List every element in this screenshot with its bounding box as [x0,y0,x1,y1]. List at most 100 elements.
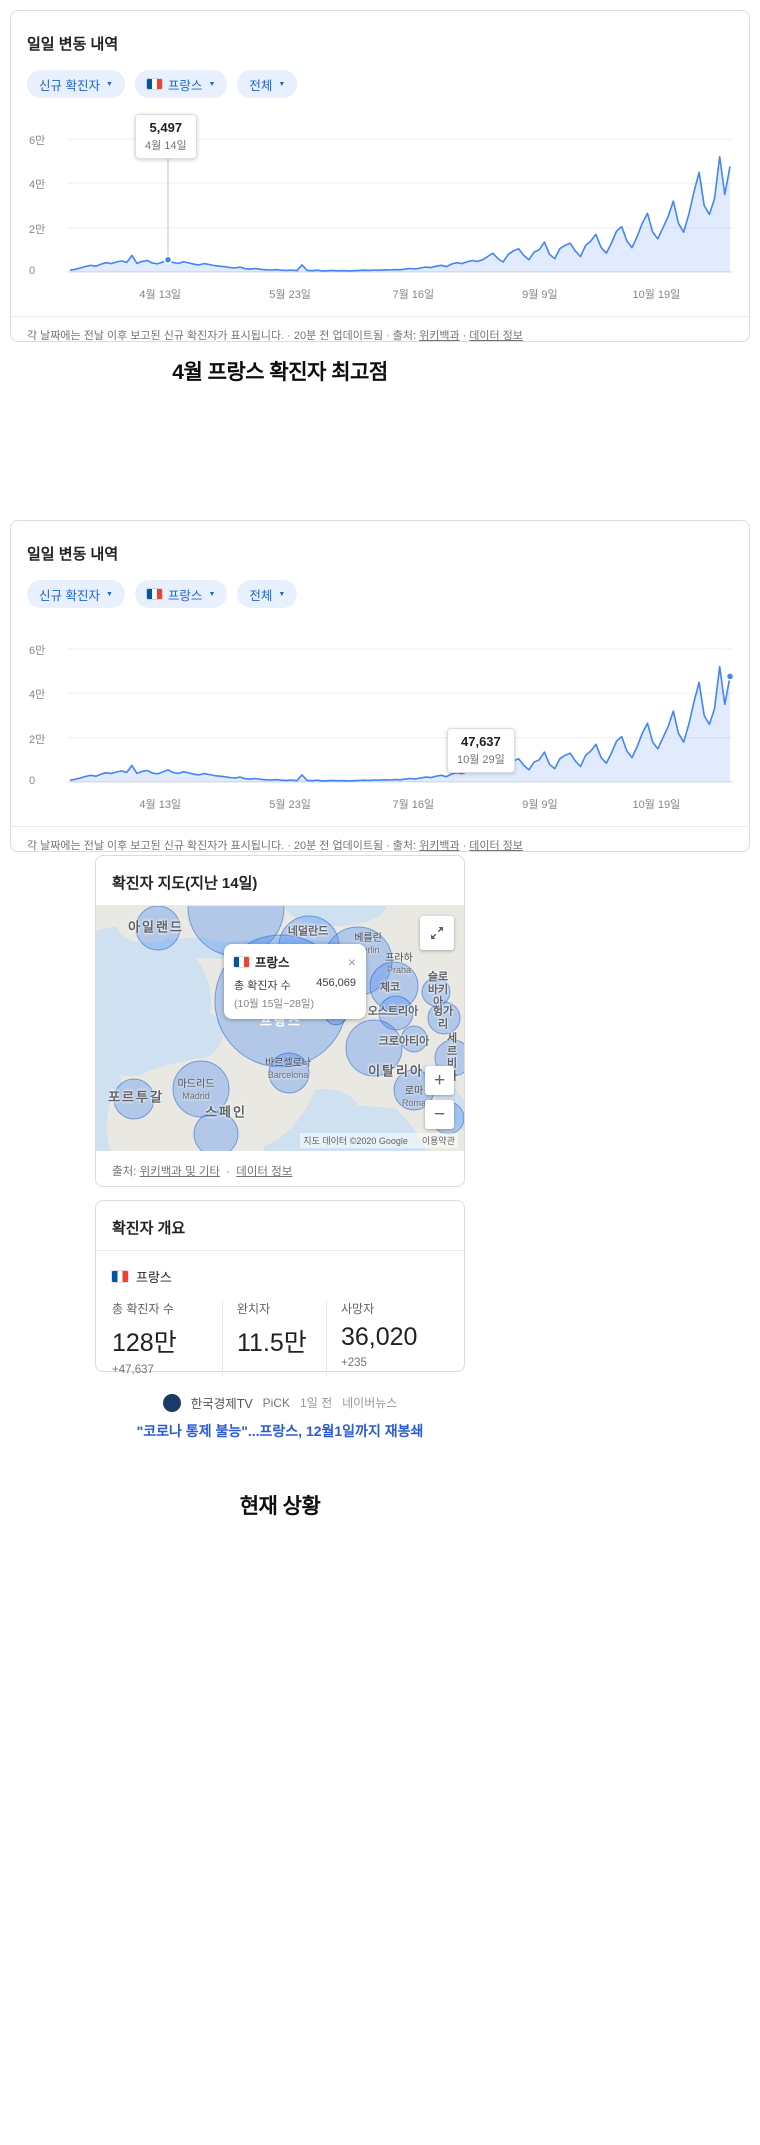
france-flag-icon [234,956,249,967]
stat-delta: +235 [341,1357,367,1369]
case-bubble [427,1001,461,1035]
expand-icon [431,927,443,939]
card-title: 일일 변동 내역 [27,546,119,563]
stat-value: 36,020 [341,1323,418,1351]
filter-country[interactable]: 프랑스 ▼ [134,580,228,608]
data-info-link[interactable]: 데이터 정보 [469,330,523,342]
x-axis-label: 9월 9일 [522,799,558,811]
stat-value: 11.5만 [237,1329,307,1357]
fullscreen-button[interactable] [420,916,454,950]
pick-badge: PiCK [262,1395,291,1410]
updated-text: 20분 전 업데이트됨 [293,840,384,852]
tooltip-label: 총 확진자 수 [234,980,291,992]
case-bubble [113,1078,155,1120]
news-source-logo [162,1393,181,1412]
tooltip-value: 5,497 [149,120,183,135]
filter-chips: 신규 확진자 ▼ 프랑스 ▼ 전체 ▼ [11,564,749,608]
chip-label: 전체 [249,588,273,603]
zoom-out-button[interactable]: − [425,1100,454,1129]
news-time: 1일 전 [300,1396,333,1410]
case-bubble [345,1019,403,1077]
terms-link[interactable]: 이용약관 [421,1136,455,1146]
news-headline-link[interactable]: "코로나 통제 불능"...프랑스, 12월1일까지 재봉쇄 [136,1423,424,1439]
card-title: 확진자 지도(지난 14일) [112,875,258,892]
stat-label: 완치자 [237,1302,271,1316]
x-axis-label: 5월 23일 [269,799,311,811]
map-attribution: 지도 데이터 ©2020 Google 이용약관 [300,1133,458,1148]
chevron-down-icon: ▼ [208,81,216,88]
wikipedia-link[interactable]: 위키백과 [419,330,460,342]
close-icon[interactable]: × [347,953,356,970]
case-bubble [172,1060,230,1118]
case-bubble [400,1025,428,1053]
data-info-link[interactable]: 데이터 정보 [236,1166,293,1178]
y-axis-label: 6만 [29,135,46,147]
filter-new-cases[interactable]: 신규 확진자 ▼ [27,70,125,98]
chevron-down-icon: ▼ [208,591,216,598]
chip-label: 프랑스 [167,78,203,93]
divider [96,1250,464,1251]
separator: · [287,330,291,342]
tooltip-total: 456,069 [316,977,356,989]
footnote-text: 각 날짜에는 전날 이후 보고된 신규 확진자가 표시됩니다. [27,840,285,852]
chevron-down-icon: ▼ [105,591,113,598]
tooltip-value: 47,637 [461,734,501,749]
tooltip-date: 4월 14일 [144,140,187,152]
stat-value: 128만 [112,1329,177,1357]
map-footnote: 출처: 위키백과 및 기타 · 데이터 정보 [96,1151,464,1179]
line-chart[interactable]: 6만 4만 2만 0 4월 13일 5월 23일 7월 16일 9월 9일 10월 19일 4… [27,632,735,811]
france-flag-icon [146,589,162,599]
filter-scope[interactable]: 전체 ▼ [237,70,298,98]
x-axis-label: 4월 13일 [139,799,182,811]
x-axis-label: 5월 23일 [269,289,311,301]
y-axis-label: 0 [29,265,36,277]
footnote-text: 각 날짜에는 전날 이후 보고된 신규 확진자가 표시됩니다. [27,330,285,342]
divider [11,826,749,827]
case-bubble [268,1052,310,1094]
wikipedia-link[interactable]: 위키백과 및 기타 [139,1166,221,1178]
zoom-in-button[interactable]: + [425,1066,454,1095]
country-name: 프랑스 [136,1270,172,1285]
y-axis-label: 4만 [29,179,46,192]
daily-change-card-april: 일일 변동 내역 신규 확진자 ▼ 프랑스 ▼ 전체 ▼ 6만 4만 2만 0 4월 … [10,10,750,342]
separator: · [287,840,291,852]
line-chart[interactable]: 6만 4만 2만 0 4월 13일 5월 23일 7월 16일 9월 9일 10월 19일 5… [27,114,733,301]
news-source: 한국경제TV [190,1397,253,1411]
filter-country[interactable]: 프랑스 ▼ [134,70,228,98]
tooltip-date: 10월 29일 [457,754,505,766]
news-platform: 네이버뉴스 [342,1396,398,1410]
divider [11,316,749,317]
cases-overview-card: 확진자 개요 프랑스 총 확진자 수 128만 +47,637 완치자 11.5… [95,1200,465,1377]
country-row: 프랑스 [96,1251,464,1286]
tooltip-period: (10월 15일~28일) [234,998,315,1010]
x-axis-label: 9월 9일 [522,289,558,301]
cases-map-card: 확진자 지도(지난 14일) 아일랜드네덜란드베를린Berlin독일프라하Pra… [95,855,465,1187]
cases-map[interactable]: 아일랜드네덜란드베를린Berlin독일프라하Praha체코슬로바키아오스트리아헝… [96,906,464,1151]
stat-deaths: 사망자 36,020 +235 [326,1300,448,1377]
news-item: 한국경제TV PiCK 1일 전 네이버뉴스 "코로나 통제 불능"...프랑스… [95,1393,465,1441]
separator: · [462,840,467,852]
chevron-down-icon: ▼ [105,81,113,88]
stat-delta: +47,637 [112,1364,154,1376]
chevron-down-icon: ▼ [278,591,286,598]
stat-delta [237,1364,326,1377]
data-info-link[interactable]: 데이터 정보 [469,840,523,852]
y-axis-label: 2만 [29,733,46,746]
stat-label: 총 확진자 수 [112,1302,174,1316]
updated-text: 20분 전 업데이트됨 [293,330,384,342]
y-axis-label: 4만 [29,689,46,702]
map-canvas [96,906,464,1151]
x-axis-label: 10월 19일 [632,799,681,811]
chip-label: 신규 확진자 [39,588,100,603]
case-bubble [369,961,419,1011]
filter-new-cases[interactable]: 신규 확진자 ▼ [27,580,125,608]
filter-scope[interactable]: 전체 ▼ [237,580,298,608]
case-bubble [135,906,181,951]
caption-april-peak: 4월 프랑스 확진자 최고점 [172,361,388,384]
y-axis-label: 2만 [29,223,46,236]
chart-canvas[interactable] [67,632,735,792]
source-label: 출처: [392,330,417,342]
x-axis-label: 4월 13일 [139,289,182,301]
card-title: 일일 변동 내역 [27,36,119,53]
wikipedia-link[interactable]: 위키백과 [419,840,460,852]
